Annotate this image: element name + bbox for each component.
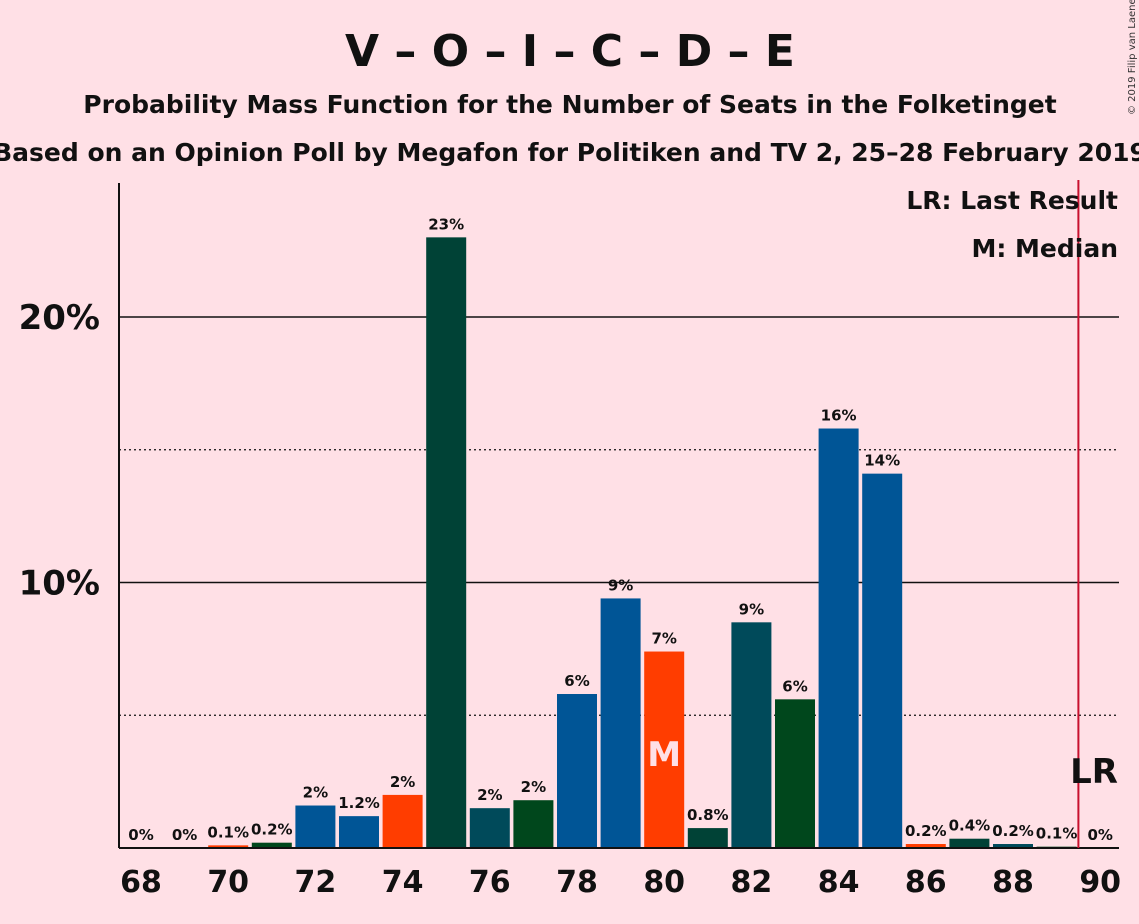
x-tick-label: 86 (905, 865, 947, 900)
data-label-88: 0.2% (992, 822, 1034, 840)
data-label-75: 23% (428, 215, 464, 233)
data-label-70: 0.1% (207, 823, 249, 841)
data-label-85: 14% (864, 452, 900, 470)
bar-81 (687, 828, 728, 848)
data-label-86: 0.2% (905, 822, 947, 840)
bar-75 (426, 237, 467, 849)
bar-78 (557, 694, 597, 848)
data-label-87: 0.4% (949, 817, 991, 835)
y-axis-ticks: 10% 20% (19, 298, 100, 604)
data-label-73: 1.2% (338, 794, 380, 812)
bar-74 (382, 794, 423, 848)
chart-subtitle-1: Probability Mass Function for the Number… (83, 90, 1056, 119)
bar-70 (208, 845, 249, 848)
data-label-71: 0.2% (251, 821, 293, 839)
data-label-84: 16% (821, 407, 857, 425)
bar-86 (905, 844, 946, 848)
x-tick-label: 90 (1079, 865, 1121, 900)
x-tick-label: 70 (207, 865, 249, 900)
x-tick-label: 88 (992, 865, 1034, 900)
data-label-89: 0.1% (1036, 825, 1078, 843)
legend-median: M: Median (971, 234, 1118, 263)
y-tick-label: 20% (19, 298, 100, 338)
data-label-74: 2% (390, 773, 415, 791)
data-label-80: 7% (651, 630, 676, 648)
x-tick-label: 76 (469, 865, 511, 900)
data-label-72: 2% (303, 784, 328, 802)
data-label-90: 0% (1087, 826, 1112, 844)
x-axis-ticks: 68 70 72 74 76 78 80 82 84 86 88 90 (120, 865, 1121, 900)
x-tick-label: 84 (818, 865, 860, 900)
bar-77 (513, 800, 554, 848)
last-result-marker: LR (1070, 752, 1118, 792)
data-label-81: 0.8% (687, 806, 729, 824)
bar-71 (251, 842, 292, 848)
data-label-69: 0% (172, 826, 197, 844)
data-label-82: 9% (739, 600, 764, 618)
x-tick-label: 78 (556, 865, 598, 900)
median-marker: M (647, 735, 681, 775)
x-tick-label: 82 (731, 865, 773, 900)
bar-85 (862, 473, 903, 848)
x-tick-label: 80 (643, 865, 685, 900)
copyright-text: © 2019 Filip van Laenen (1127, 0, 1138, 115)
data-label-78: 6% (564, 672, 589, 690)
chart-title: V – O – I – C – D – E (345, 26, 795, 77)
bar-73 (339, 816, 379, 848)
legend-last-result: LR: Last Result (906, 186, 1118, 215)
data-label-76: 2% (477, 786, 502, 804)
bar-87 (949, 838, 990, 848)
bar-83 (775, 699, 815, 848)
data-label-79: 9% (608, 576, 633, 594)
bar-88 (993, 844, 1033, 848)
bar-84 (818, 428, 859, 848)
data-label-68: 0% (128, 826, 153, 844)
data-label-77: 2% (521, 778, 546, 796)
bars-group (208, 237, 1077, 849)
bar-76 (469, 808, 510, 848)
data-labels-group: 0% 0% 0.1% 0.2%2%1.2%2%23%2% 2%6%9%7%M0.8%9%… (128, 215, 1113, 844)
bar-79 (600, 598, 641, 848)
bar-72 (295, 805, 336, 848)
y-tick-label: 10% (19, 564, 100, 604)
x-tick-label: 68 (120, 865, 162, 900)
chart-subtitle-2: Based on an Opinion Poll by Megafon for … (0, 138, 1139, 167)
x-tick-label: 74 (382, 865, 424, 900)
data-label-83: 6% (782, 677, 807, 695)
x-tick-label: 72 (295, 865, 337, 900)
bar-82 (731, 622, 772, 848)
bar-80 (644, 651, 685, 848)
